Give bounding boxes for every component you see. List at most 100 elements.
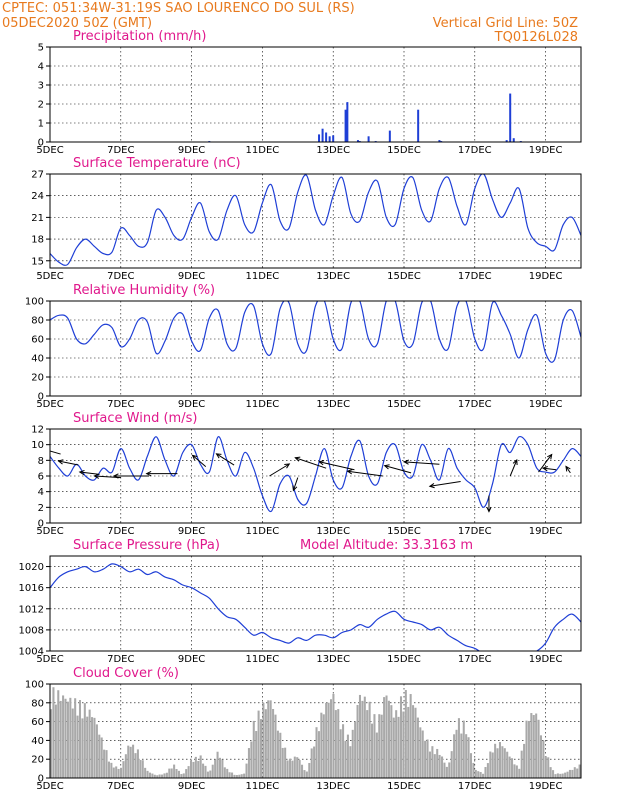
rh-frame	[49, 300, 582, 397]
precip-frame	[49, 46, 582, 143]
cloud-bar	[103, 749, 106, 778]
precip-bar	[321, 128, 324, 142]
cloud-bar	[197, 761, 200, 778]
cloud-bar	[520, 750, 523, 778]
cloud-bar	[259, 719, 263, 778]
wind-arrow	[295, 457, 327, 469]
cloud-bar	[354, 721, 357, 778]
cloud-bar	[255, 731, 258, 778]
wind-arrow-head	[215, 453, 222, 459]
cloud-bar	[530, 713, 533, 778]
cloud-bar	[564, 772, 567, 778]
cloud-x-tick-label: 19DEC	[529, 781, 563, 792]
cloud-bar	[503, 748, 506, 778]
wind-arrow-head	[145, 471, 152, 477]
cloud-bar	[390, 705, 393, 778]
precip-bar	[346, 102, 349, 142]
cloud-bar	[272, 709, 275, 778]
cloud-bar	[315, 727, 318, 778]
precip-bar	[318, 134, 321, 142]
cloud-bar	[327, 702, 330, 778]
pressure-panel: 5DEC 7DEC 9DEC 11DEC 13DEC 15DEC 17DEC 19DEC 100…	[19, 538, 582, 665]
cloud-bar	[477, 771, 480, 778]
cloud-bar	[194, 756, 197, 778]
cloud-bar	[76, 715, 79, 778]
cloud-bar	[245, 763, 248, 778]
cloud-bar	[243, 773, 246, 778]
cloud-bar	[525, 720, 528, 778]
precip-y-tick-label: 0	[38, 138, 44, 149]
cloud-bar	[474, 769, 477, 778]
precip-y-tick-label: 5	[38, 43, 44, 54]
temp-y-tick-label: 18	[31, 235, 44, 246]
wind-arrow	[292, 477, 299, 491]
wind-y-tick-label: 8	[38, 456, 44, 467]
cloud-bar	[189, 760, 193, 778]
wind-arrow	[79, 471, 100, 475]
cloud-bar	[281, 747, 284, 778]
cloud-bar	[339, 729, 342, 778]
precip-bar	[417, 109, 420, 142]
rh-x-tick-label: 5DEC	[36, 399, 63, 410]
cloud-bar	[467, 737, 470, 778]
header-model-id: TQ0126L028	[494, 30, 578, 45]
cloud-bar	[542, 740, 545, 778]
precip-y-tick-label: 3	[38, 81, 44, 92]
cloud-bar	[214, 759, 217, 778]
wind-line	[50, 435, 581, 513]
wind-arrow-head	[512, 458, 518, 466]
panels: 5DEC 7DEC 9DEC 11DEC 13DEC 15DEC 17DEC 19DEC012…	[19, 29, 582, 792]
cloud-bar	[262, 702, 265, 778]
cloud-bar	[105, 750, 108, 778]
cloud-bar	[177, 770, 180, 778]
cloud-bar	[269, 700, 272, 778]
temp-x-tick-label: 11DEC	[246, 271, 280, 282]
precip-x-tick-label: 11DEC	[246, 145, 280, 156]
header-line1: CPTEC: 051:34W-31:19S SAO LOURENCO DO SU…	[2, 1, 355, 16]
cloud-title: Cloud Cover (%)	[73, 666, 179, 681]
cloud-bar	[223, 767, 226, 778]
wind-x-tick-label: 17DEC	[458, 526, 492, 537]
cloud-bar	[554, 774, 557, 778]
cloud-bar	[358, 694, 361, 778]
cloud-bar	[469, 753, 473, 778]
cloud-bar	[515, 765, 518, 778]
cloud-bar	[407, 706, 410, 778]
cloud-bar	[460, 733, 463, 778]
cloud-bar	[168, 768, 171, 778]
rh-panel: 5DEC 7DEC 9DEC 11DEC 13DEC 15DEC 17DEC 19DEC 0 20…	[25, 283, 582, 410]
wind-arrow	[269, 463, 290, 477]
precip-x-tick-label: 17DEC	[458, 145, 492, 156]
wind-arrow-head	[565, 465, 571, 472]
cloud-bar	[455, 729, 458, 778]
cloud-bar	[322, 714, 325, 778]
temp-x-tick-label: 19DEC	[529, 271, 563, 282]
cloud-bar	[291, 760, 294, 778]
cloud-bar	[392, 717, 395, 778]
pressure-y-tick-label: 1016	[19, 583, 44, 594]
cloud-bar	[489, 751, 492, 778]
cloud-bar	[296, 757, 299, 778]
wind-x-tick-label: 15DEC	[387, 526, 421, 537]
cloud-bar	[173, 764, 176, 778]
cloud-bar	[57, 690, 60, 778]
cloud-bar	[129, 746, 132, 778]
cloud-bar	[373, 714, 376, 778]
precip-bar	[438, 140, 441, 142]
precip-x-tick-label: 9DEC	[178, 145, 205, 156]
cloud-bar	[484, 767, 487, 778]
temp-panel: 5DEC 7DEC 9DEC 11DEC 13DEC 15DEC 17DEC 19DEC 15 1…	[31, 156, 582, 282]
cloud-x-tick-label: 11DEC	[246, 781, 280, 792]
cloud-bar	[286, 760, 289, 778]
cloud-bar	[556, 773, 559, 778]
header-run-time: 05DEC2020 50Z (GMT)	[2, 16, 152, 31]
precip-bar	[332, 135, 335, 142]
cloud-bar	[139, 759, 142, 778]
wind-arrow-head	[428, 483, 435, 489]
cloud-bar	[332, 693, 335, 778]
wind-title: Surface Wind (m/s)	[73, 411, 197, 426]
cloud-bar	[508, 756, 511, 778]
cloud-bar	[511, 758, 514, 778]
cloud-bar	[199, 755, 202, 778]
precip-x-tick-label: 15DEC	[387, 145, 421, 156]
